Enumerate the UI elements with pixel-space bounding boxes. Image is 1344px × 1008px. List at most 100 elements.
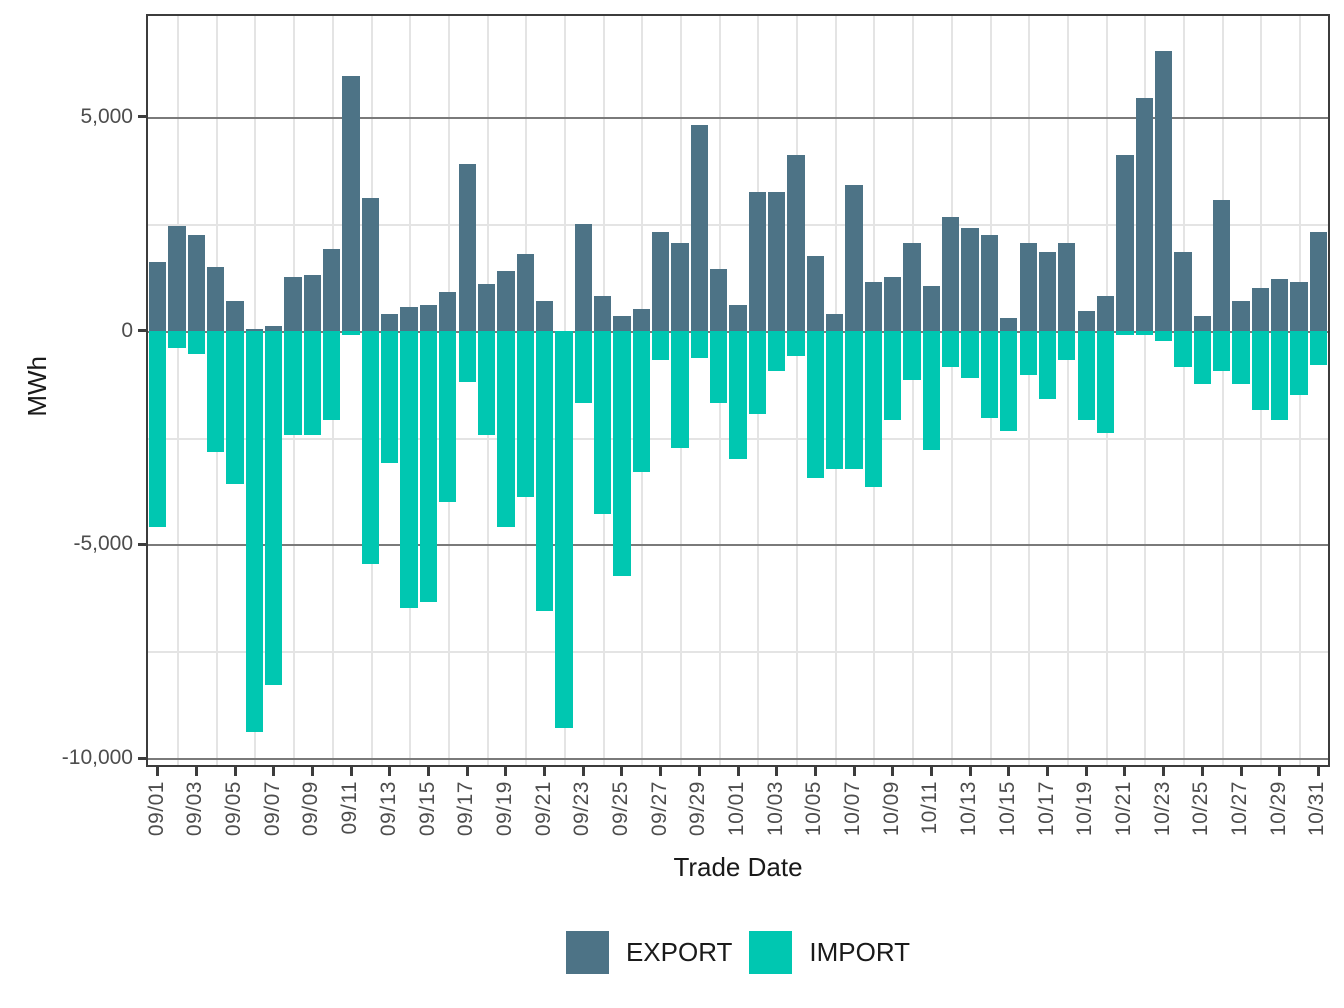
- import-bar: [787, 330, 805, 357]
- y-tick-label: 5,000: [80, 104, 133, 128]
- import-bar: [826, 330, 844, 470]
- import-legend-swatch: [749, 931, 793, 974]
- horizontal-major-gridline: [148, 544, 1328, 547]
- x-tick-mark: [697, 767, 701, 776]
- x-tick-mark: [581, 767, 585, 776]
- x-tick-label: 10/29: [1266, 781, 1290, 837]
- legend-item-export: EXPORT: [565, 931, 733, 974]
- import-bar: [1038, 330, 1057, 399]
- import-legend-label: IMPORT: [809, 937, 911, 967]
- x-tick-mark: [968, 767, 972, 776]
- legend-item-import: IMPORT: [749, 931, 910, 974]
- import-bar: [1116, 330, 1134, 335]
- x-tick-label: 10/13: [957, 781, 981, 837]
- x-tick-label: 09/23: [570, 781, 594, 837]
- x-tick-mark: [310, 767, 314, 776]
- x-tick-label: 10/15: [995, 781, 1019, 837]
- x-tick-label: 09/05: [222, 781, 245, 837]
- x-tick-label: 09/17: [454, 781, 478, 837]
- x-tick-mark: [1316, 767, 1320, 776]
- x-tick-mark: [620, 767, 624, 776]
- import-bar: [516, 330, 534, 498]
- x-tick-mark: [1007, 767, 1011, 776]
- import-bar: [922, 330, 941, 451]
- export-bar: [1116, 155, 1134, 331]
- import-bar: [439, 330, 457, 502]
- y-tick-label: -10,000: [61, 746, 133, 770]
- vertical-minor-gridline: [1144, 16, 1147, 765]
- vertical-minor-gridline: [1182, 16, 1185, 765]
- import-bar: [980, 330, 999, 419]
- x-tick-label: 09/27: [647, 781, 671, 837]
- import-bar: [1290, 330, 1308, 395]
- export-legend-label: EXPORT: [625, 937, 733, 967]
- horizontal-minor-gridline: [148, 223, 1328, 226]
- x-tick-label: 10/25: [1189, 781, 1213, 837]
- import-bar: [1212, 330, 1231, 372]
- export-bar: [845, 185, 863, 331]
- import-bar: [1135, 330, 1153, 335]
- import-bar: [381, 330, 399, 464]
- export-bar: [516, 253, 534, 331]
- import-bar: [690, 330, 708, 359]
- x-tick-label: 09/21: [531, 781, 555, 837]
- export-bar: [1290, 281, 1308, 331]
- import-bar: [1096, 330, 1115, 434]
- vertical-minor-gridline: [796, 16, 798, 765]
- export-bar: [1154, 50, 1173, 331]
- import-bar: [323, 330, 341, 421]
- export-bar: [323, 249, 341, 331]
- x-tick-mark: [852, 767, 856, 776]
- x-tick-mark: [1200, 767, 1204, 776]
- export-bar: [632, 309, 650, 331]
- x-tick-mark: [1046, 767, 1049, 776]
- export-bar: [613, 315, 631, 331]
- export-bar: [1019, 243, 1037, 331]
- x-tick-label: 09/11: [338, 781, 362, 835]
- x-tick-label: 10/03: [763, 781, 787, 837]
- vertical-minor-gridline: [950, 16, 953, 765]
- export-bar: [1251, 287, 1269, 331]
- export-bar: [980, 234, 999, 331]
- export-bar: [439, 292, 457, 331]
- x-tick-label: 10/27: [1228, 781, 1251, 837]
- y-axis-title: MWh: [22, 356, 52, 417]
- y-tick-mark: [138, 329, 146, 333]
- x-tick-mark: [659, 767, 663, 776]
- export-bar: [942, 217, 960, 331]
- x-tick-mark: [156, 767, 160, 776]
- export-bar: [497, 270, 515, 331]
- horizontal-minor-gridline: [148, 651, 1328, 654]
- x-tick-mark: [1084, 767, 1088, 776]
- import-bar: [187, 330, 206, 355]
- vertical-minor-gridline: [177, 16, 179, 765]
- import-bar: [671, 330, 689, 449]
- import-bar: [593, 330, 612, 515]
- x-tick-label: 09/13: [376, 781, 400, 837]
- vertical-minor-gridline: [1028, 16, 1031, 765]
- x-tick-label: 09/15: [415, 781, 439, 837]
- x-tick-label: 10/31: [1305, 781, 1329, 837]
- x-tick-label: 09/09: [299, 781, 323, 837]
- export-bar: [1038, 251, 1057, 331]
- import-bar: [497, 330, 515, 528]
- x-tick-label: 10/23: [1150, 781, 1174, 837]
- export-bar: [1193, 315, 1211, 331]
- x-tick-label: 09/01: [144, 781, 168, 837]
- x-tick-label: 09/19: [492, 781, 516, 837]
- export-bar: [265, 326, 283, 331]
- x-tick-label: 10/05: [802, 781, 826, 837]
- import-bar: [303, 330, 322, 436]
- export-bar: [710, 268, 728, 331]
- x-tick-label: 09/29: [686, 781, 710, 837]
- export-bar: [1058, 243, 1076, 331]
- x-tick-label: 10/19: [1073, 781, 1097, 837]
- import-bar: [768, 330, 786, 372]
- x-axis-title: Trade Date: [673, 852, 803, 882]
- y-tick-mark: [138, 542, 146, 546]
- export-bar: [864, 281, 883, 331]
- export-bar: [884, 277, 902, 331]
- export-bar: [1000, 317, 1018, 331]
- import-bar: [651, 330, 670, 361]
